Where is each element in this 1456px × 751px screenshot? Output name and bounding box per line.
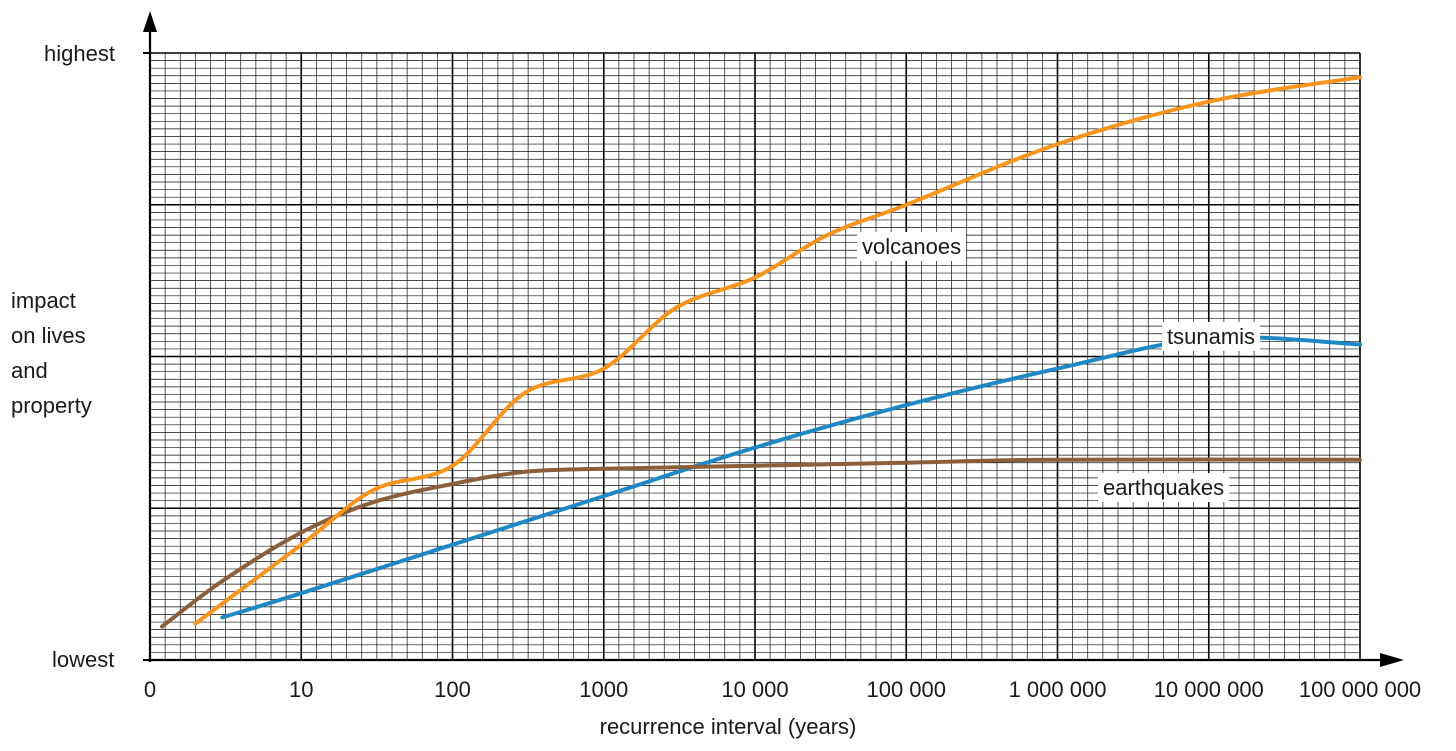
x-tick-label: 0 — [144, 677, 156, 702]
series-label-text: volcanoes — [862, 234, 961, 259]
x-tick-label: 100 000 000 — [1299, 677, 1421, 702]
x-tick-label: 10 000 — [721, 677, 788, 702]
x-tick-label: 10 000 000 — [1154, 677, 1264, 702]
x-tick-label: 1000 — [579, 677, 628, 702]
series-label-bg — [1162, 322, 1261, 351]
series-label-tsunamis: tsunamis — [1162, 322, 1261, 351]
y-axis-label-line: impact — [11, 288, 76, 313]
y-axis-label-line: on lives — [11, 323, 86, 348]
series-layer — [160, 75, 1362, 629]
x-tick-label: 1 000 000 — [1009, 677, 1107, 702]
x-tick-labels: 0 10 100 1000 10 000 100 000 1 000 000 10 000 0… — [144, 677, 1421, 702]
y-extreme-bottom-label: lowest — [52, 647, 115, 672]
y-axis-label-line: property — [11, 393, 92, 418]
y-axis-label: impact on lives and property — [11, 283, 92, 423]
x-axis-arrow-icon — [1380, 653, 1404, 667]
series-label-text: tsunamis — [1167, 324, 1255, 349]
y-axis-label-line: and — [11, 358, 48, 383]
series-label-earthquakes: earthquakes — [1098, 473, 1230, 502]
series-line-volcanoes — [193, 75, 1362, 626]
axes — [143, 11, 1404, 667]
series-label-text: earthquakes — [1103, 475, 1224, 500]
series-line-earthquakes — [160, 457, 1362, 629]
y-axis-arrow-icon — [143, 11, 157, 32]
x-tick-label: 100 000 — [866, 677, 946, 702]
series-label-bg — [1098, 473, 1230, 502]
y-extreme-top-label: highest — [44, 41, 115, 66]
series-label-volcanoes: volcanoes — [857, 232, 967, 261]
x-axis-title: recurrence interval (years) — [599, 714, 857, 739]
series-label-bg — [857, 232, 967, 261]
series-labels: volcanoes tsunamis earthquakes — [857, 232, 1261, 502]
x-tick-label: 100 — [434, 677, 471, 702]
x-tick-label: 10 — [289, 677, 313, 702]
